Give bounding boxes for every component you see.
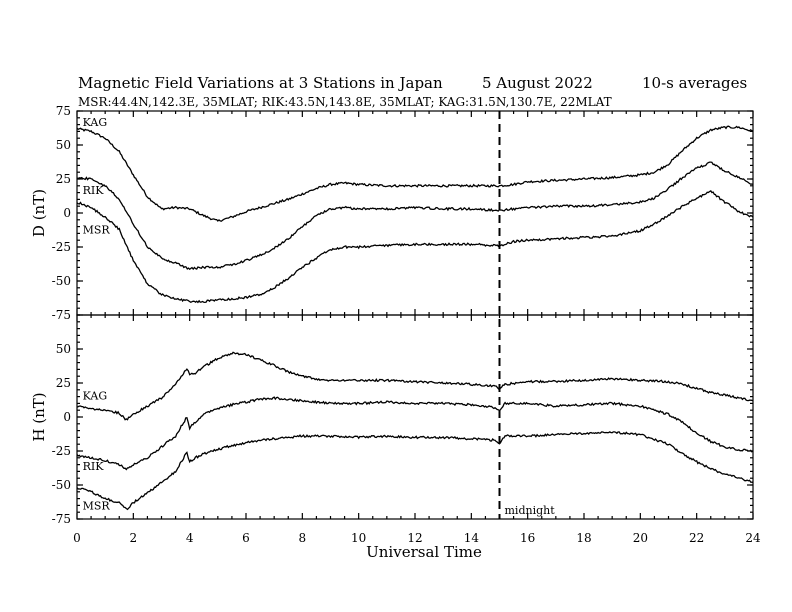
y-tick-label: 50 — [56, 138, 71, 152]
y-tick-label: 25 — [56, 376, 71, 390]
h-component-panel: 50 25 0 -25 -50 -75 H (nT) KAG RIK MSR — [30, 314, 754, 526]
y-axis-label: H (nT) — [30, 392, 48, 441]
x-tick-label: 4 — [186, 531, 194, 545]
x-tick-label: 8 — [299, 531, 307, 545]
y-tick-label: -75 — [52, 512, 71, 526]
station-label-kag: KAG — [83, 389, 108, 402]
y-tick-label: -75 — [52, 308, 71, 322]
x-tick-label: 12 — [407, 531, 422, 545]
panel-frame — [76, 314, 754, 520]
y-tick-label: 0 — [63, 206, 71, 220]
trace-kag — [76, 125, 754, 222]
station-label-msr: MSR — [83, 499, 111, 512]
x-tick-label: 16 — [520, 531, 535, 545]
station-coordinates: MSR:44.4N,142.3E, 35MLAT; RIK:43.5N,143.… — [78, 95, 612, 109]
chart-date: 5 August 2022 — [482, 74, 593, 92]
x-tick-label: 0 — [73, 531, 81, 545]
y-tick-label: -25 — [52, 444, 71, 458]
x-tick-label: 20 — [633, 531, 648, 545]
x-tick-label: 14 — [464, 531, 480, 545]
y-tick-label: 50 — [56, 342, 71, 356]
x-axis: 0 2 4 6 8 10 12 14 16 18 20 22 24 — [73, 531, 761, 545]
x-tick-label: 24 — [745, 531, 761, 545]
y-tick-label: 25 — [56, 172, 71, 186]
y-tick-label: -25 — [52, 240, 71, 254]
y-tick-label: -50 — [52, 274, 71, 288]
x-tick-label: 10 — [351, 531, 366, 545]
trace-kag — [76, 351, 754, 421]
station-label-kag: KAG — [83, 116, 108, 129]
y-axis-label: D (nT) — [30, 189, 48, 237]
x-tick-label: 2 — [130, 531, 138, 545]
x-axis-label: Universal Time — [366, 543, 482, 561]
y-tick-label: 0 — [63, 410, 71, 424]
station-label-rik: RIK — [83, 184, 105, 197]
station-label-msr: MSR — [83, 223, 111, 236]
x-tick-label: 6 — [242, 531, 250, 545]
panel-frame — [76, 110, 754, 316]
y-tick-label: -50 — [52, 478, 71, 492]
trace-rik — [76, 396, 754, 471]
y-tick-label: 75 — [56, 104, 71, 118]
trace-rik — [76, 161, 754, 271]
chart-averaging: 10-s averages — [642, 74, 747, 92]
station-label-rik: RIK — [83, 460, 105, 473]
x-tick-label: 22 — [689, 531, 704, 545]
trace-msr — [76, 431, 754, 511]
midnight-label: midnight — [505, 504, 556, 517]
d-component-panel: 75 50 25 0 -25 -50 -75 D (nT) KAG RIK MSR — [30, 104, 754, 322]
chart-title: Magnetic Field Variations at 3 Stations … — [78, 74, 443, 92]
x-tick-label: 18 — [576, 531, 591, 545]
trace-msr — [76, 190, 754, 304]
